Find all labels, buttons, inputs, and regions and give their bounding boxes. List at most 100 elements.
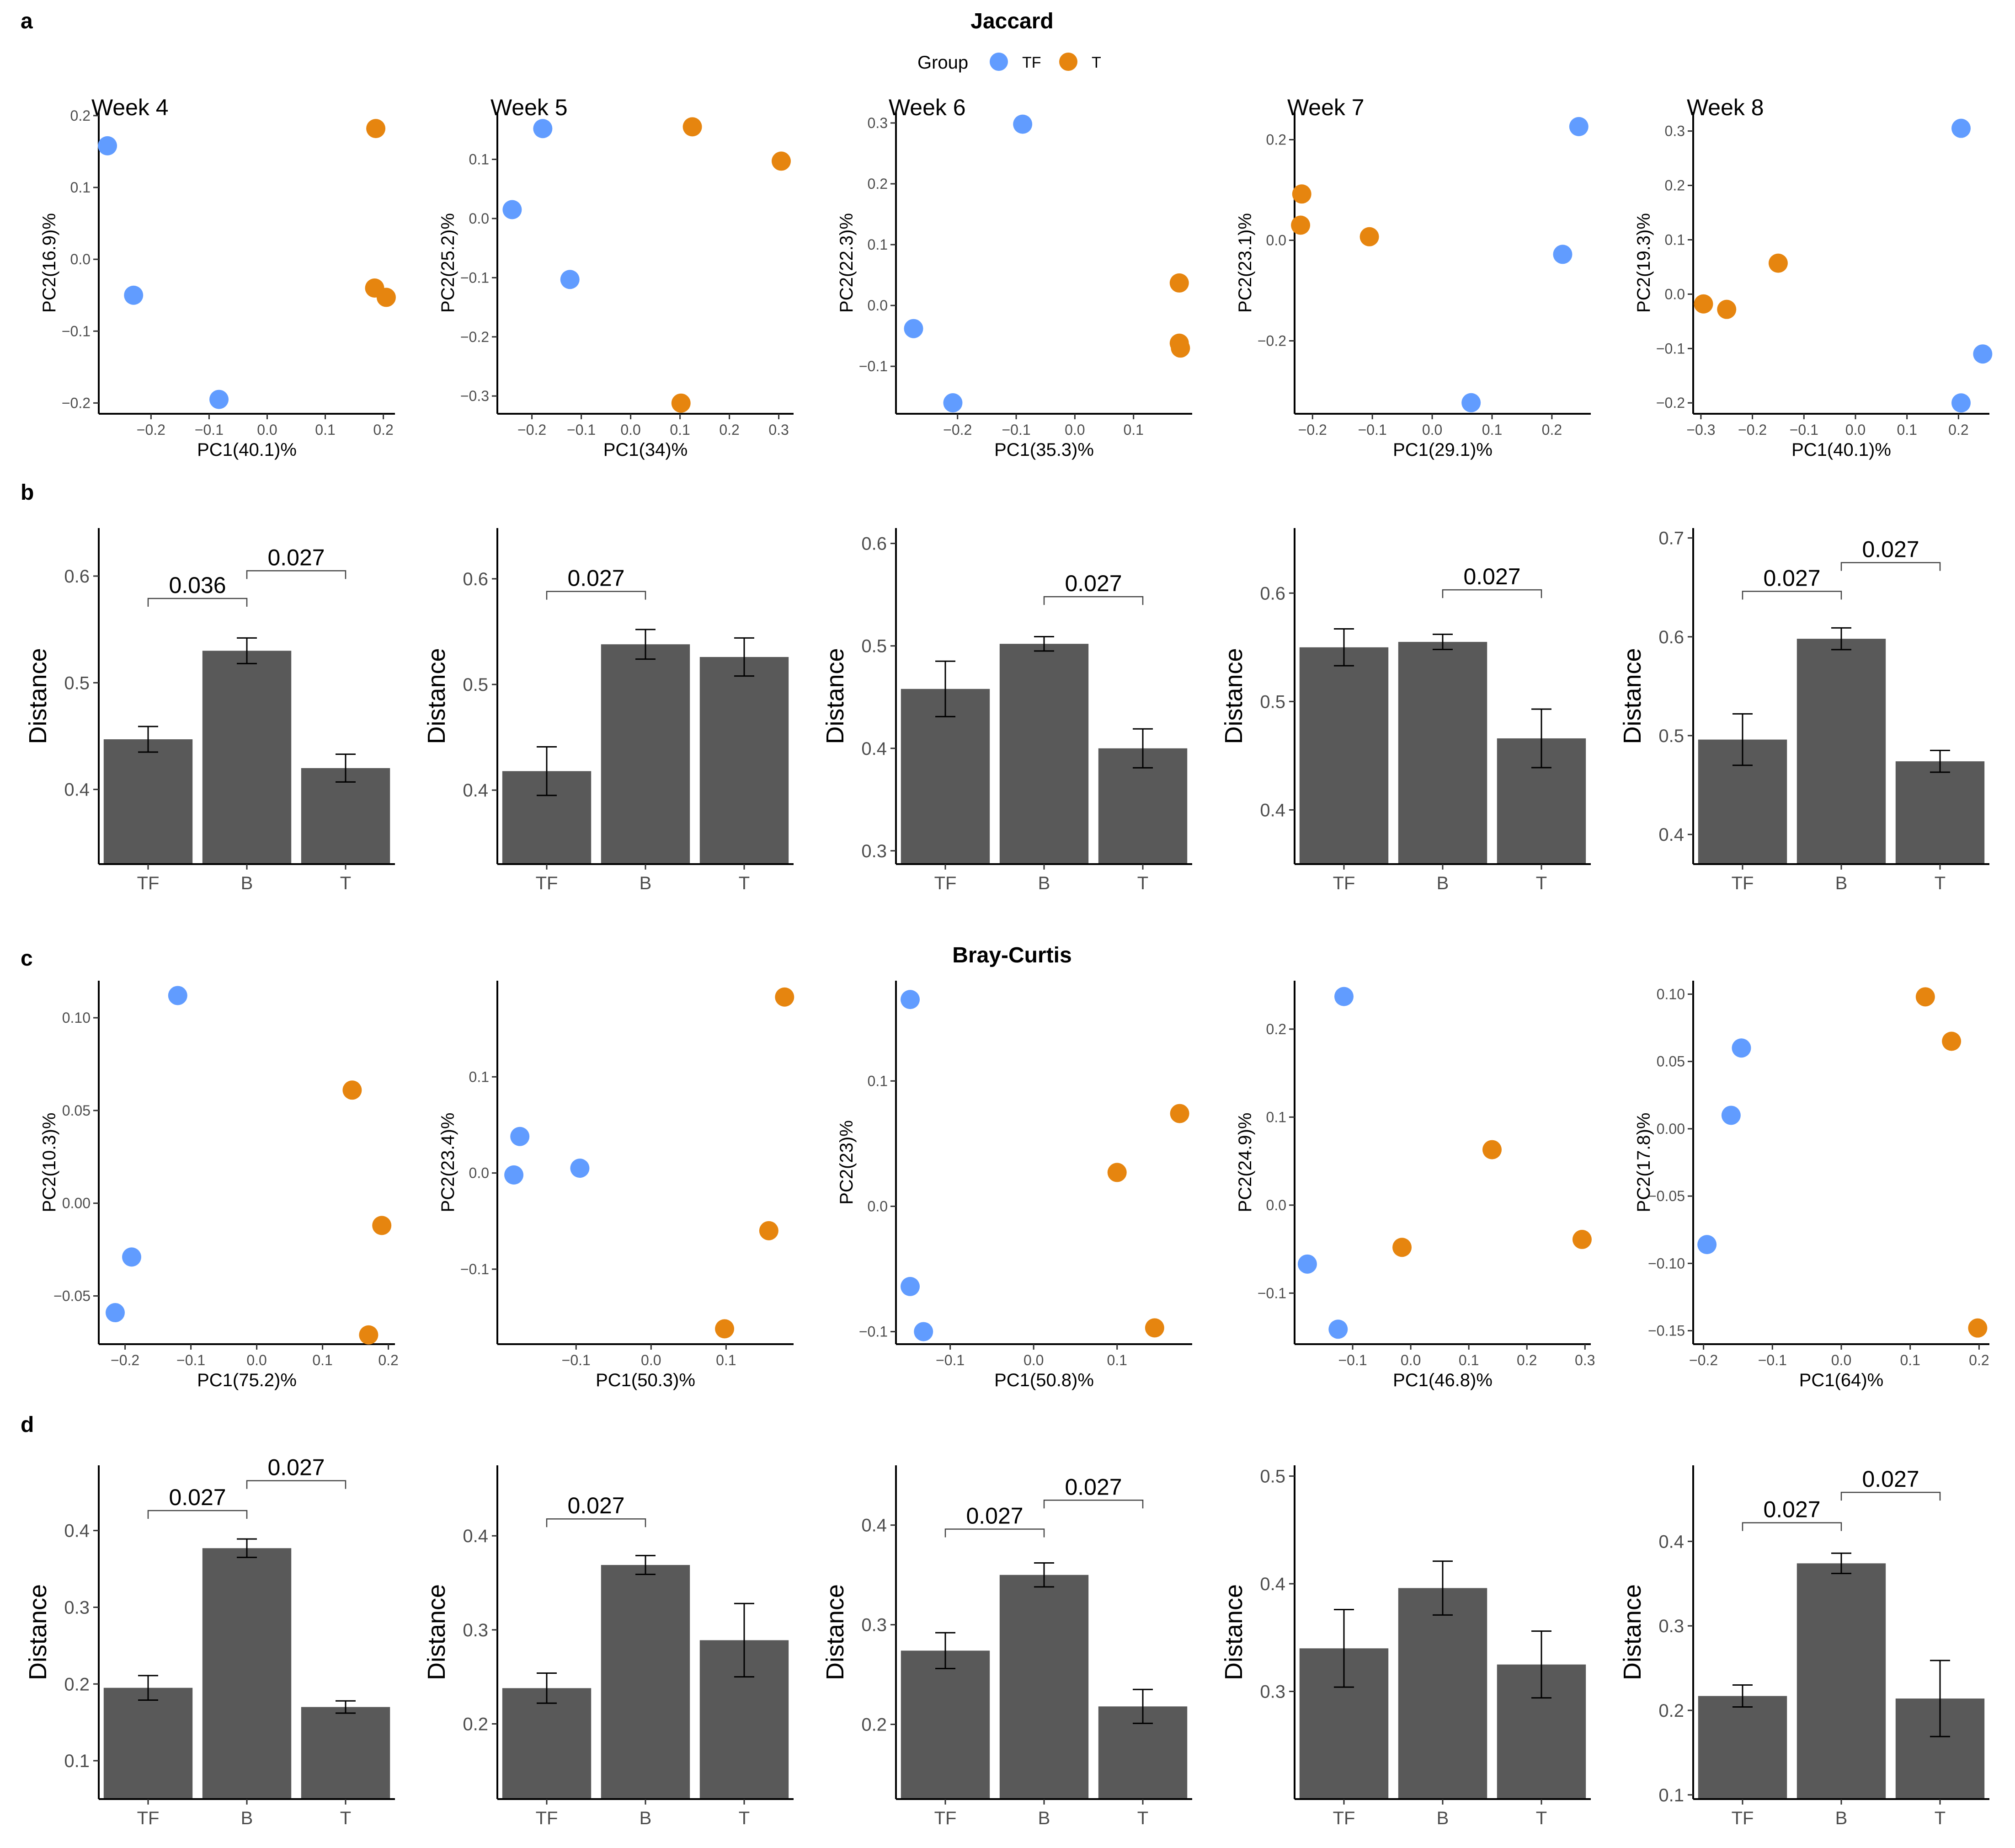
bar-t [301,768,390,864]
y-axis-label: Distance [1619,1584,1646,1680]
x-tick-label: 0.1 [1900,1352,1920,1368]
point-tf [510,1127,530,1146]
x-tick-label: 0.2 [1517,1352,1537,1368]
comparison-p-value: 0.027 [567,566,624,591]
y-tick-label: 0.4 [1658,825,1684,845]
comparison-p-value: 0.027 [169,1485,226,1510]
y-tick-label: 0.3 [1658,1616,1684,1636]
point-tf [901,990,920,1009]
y-tick-label: 0.1 [868,236,888,253]
x-tick-label: 0.1 [315,422,335,438]
y-axis-label: PC2(23)% [837,1120,857,1205]
x-tick-label: T [340,1808,351,1828]
y-tick-label: 0.4 [1260,800,1285,820]
point-t [1717,299,1737,319]
x-tick-label: B [640,1808,652,1828]
point-t [1359,227,1379,246]
y-axis-label: Distance [423,1584,450,1680]
point-tf [106,1303,125,1323]
y-tick-label: 0.0 [1266,232,1286,249]
x-tick-label: T [1536,873,1547,893]
x-tick-label: T [1137,1808,1148,1828]
x-tick-label: 0.0 [1845,422,1866,438]
chart-a-w8: −0.2−0.10.00.10.20.3−0.3 −0.2 −0.1 0.0 0.1 0.… [1634,112,1993,460]
point-tf [1461,393,1481,412]
comparison-bracket [1043,596,1144,605]
x-tick-label: TF [137,1808,160,1828]
comparison-p-value: 0.027 [1763,1497,1820,1522]
point-tf [1328,1319,1348,1339]
y-tick-label: 0.3 [1665,123,1685,139]
x-tick-label: 0.1 [1123,422,1143,438]
y-tick-label: 0.3 [861,841,887,861]
x-tick-label: 0.3 [768,422,789,438]
x-axis-label: PC1(40.1)% [1791,440,1891,460]
panel-letter-b: b [21,481,34,505]
y-tick-label: 0.2 [64,1674,90,1694]
bar-t [301,1707,390,1799]
point-tf [1297,1254,1317,1274]
comparison-bracket [1442,589,1542,598]
y-tick-label: 0.00 [1657,1121,1685,1137]
y-tick-label: 0.2 [463,1714,488,1734]
y-tick-label: 0.0 [469,1165,489,1181]
y-tick-label: 0.0 [868,1198,888,1214]
chart-d-w6: 0.2 0.3 0.4 TF B T Distance 0.027 0.027 [821,1465,1192,1828]
chart-b-w5: 0.4 0.5 0.6 TF B T Distance 0.027 [423,528,794,893]
point-t [1292,184,1311,204]
y-tick-label: 0.1 [64,1751,90,1771]
x-tick-label: TF [536,873,558,893]
y-tick-label: 0.0 [868,297,888,314]
y-tick-label: 0.1 [469,1068,489,1085]
x-tick-label: TF [536,1808,558,1828]
x-axis-label: PC1(46.8)% [1393,1370,1493,1390]
y-axis-label: Distance [24,648,52,744]
comparison-bracket [546,1518,646,1528]
point-tf [1569,117,1589,136]
x-tick-label: −0.1 [176,1352,205,1368]
x-tick-label: 0.0 [1831,1352,1851,1368]
y-tick-label: −0.2 [62,395,91,411]
point-tf [1973,344,1993,364]
x-tick-label: B [1437,1808,1449,1828]
y-tick-label: 0.5 [1260,1467,1285,1487]
point-t [1169,273,1189,293]
y-axis-label: PC2(17.8)% [1634,1113,1654,1212]
bar-b [202,651,292,864]
y-tick-label: 0.6 [861,534,887,554]
x-tick-label: B [640,873,652,893]
y-tick-label: 0.05 [1657,1053,1685,1070]
chart-b-w4: 0.4 0.5 0.6 TF B T Distance 0.036 0.027 [24,528,395,893]
legend-label-t: T [1092,54,1101,71]
x-tick-label: −0.1 [936,1352,965,1368]
panel-letter-d: d [21,1413,34,1437]
x-tick-label: −0.1 [1002,422,1030,438]
x-tick-label: −0.1 [1338,1352,1367,1368]
comparison-bracket [1043,1500,1144,1509]
bar-t [699,657,789,864]
comparison-p-value: 0.036 [169,572,226,598]
y-tick-label: 0.10 [1657,986,1685,1002]
legend-swatch-t [1059,53,1077,71]
x-tick-label: TF [934,1808,957,1828]
point-tf [122,1247,141,1267]
comparison-bracket [1742,591,1842,600]
comparison-bracket [1840,562,1941,571]
y-axis-label: PC2(19.3)% [1634,213,1654,313]
y-tick-label: 0.4 [463,1526,488,1546]
comparison-bracket [246,570,346,579]
comparison-bracket [246,1480,346,1489]
point-tf [1013,114,1033,134]
x-tick-label: −0.2 [137,422,165,438]
x-axis-label: PC1(34)% [603,440,688,460]
chart-d-w7: 0.3 0.4 0.5 TF B T Distance [1220,1465,1591,1828]
chart-a-w6: −0.1 0.0 0.1 0.2 0.3 −0.2 −0.1 0.0 0.1 PC1(35.3)%… [837,112,1192,460]
chart-c-w7: −0.1 0.0 0.1 0.2 −0.1 0.0 0.1 0.2 0.3 PC1(46.8)% P… [1235,981,1595,1390]
x-axis-label: PC1(64)% [1799,1370,1884,1390]
y-tick-label: 0.6 [1658,627,1684,647]
point-tf [1732,1038,1751,1058]
bar-tf [103,739,193,864]
x-axis-label: PC1(40.1)% [197,440,297,460]
y-tick-label: −0.1 [460,1261,489,1277]
comparison-bracket [147,1510,248,1519]
